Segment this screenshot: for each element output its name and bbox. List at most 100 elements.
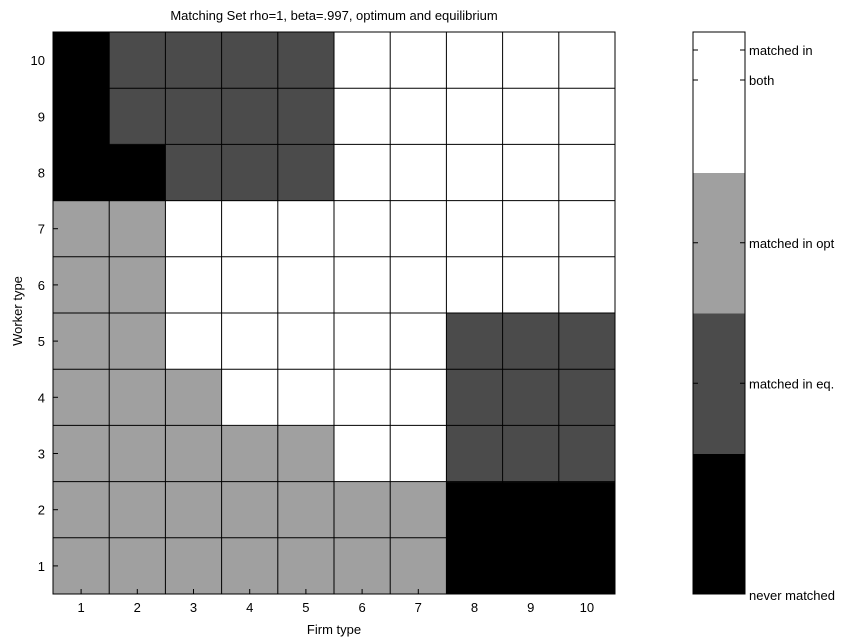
heatmap-cell: [165, 425, 223, 483]
heatmap-cell: [390, 313, 447, 370]
heatmap-cell: [53, 32, 110, 89]
heatmap-cell: [502, 32, 560, 89]
colorbar-swatch: [693, 313, 745, 454]
heatmap-cell: [390, 256, 447, 314]
heatmap-cell: [446, 144, 504, 202]
heatmap-cell: [221, 144, 279, 202]
y-tick-label: 6: [38, 278, 45, 293]
heatmap-cell: [109, 144, 166, 202]
heatmap-cell: [221, 537, 279, 595]
y-tick-label: 4: [38, 390, 45, 405]
heatmap-cell: [277, 32, 335, 89]
heatmap-cell: [558, 200, 616, 258]
x-tick-label: 1: [77, 600, 84, 615]
heatmap-cell: [390, 32, 447, 89]
heatmap-cell: [221, 425, 279, 483]
x-axis-ticks: 1 2 3 4 5 6 7 8 9 10: [77, 589, 594, 615]
heatmap-cell: [109, 537, 166, 595]
heatmap-cell: [390, 369, 447, 426]
heatmap-cell: [502, 481, 560, 539]
heatmap-cell: [502, 200, 560, 258]
heatmap-cell: [558, 144, 616, 202]
y-tick-label: 7: [38, 222, 45, 237]
heatmap-cell: [109, 256, 166, 314]
heatmap-cell: [165, 481, 223, 539]
heatmap-cell: [165, 369, 223, 426]
heatmap-cell: [446, 537, 504, 595]
heatmap-cell: [558, 88, 616, 145]
y-tick-label: 5: [38, 334, 45, 349]
heatmap-cell: [334, 537, 391, 595]
heatmap-cell: [165, 256, 223, 314]
heatmap-cell: [53, 200, 110, 258]
heatmap-cell: [334, 425, 391, 483]
heatmap-cell: [558, 369, 616, 426]
heatmap-cell: [446, 481, 504, 539]
heatmap-cell: [446, 200, 504, 258]
x-tick-label: 7: [415, 600, 422, 615]
colorbar-swatch: [693, 453, 745, 595]
heatmap-cell: [221, 313, 279, 370]
colorbar-label: matched in eq.: [749, 376, 834, 391]
heatmap-cell: [109, 425, 166, 483]
heatmap-cell: [446, 256, 504, 314]
heatmap-cell: [277, 313, 335, 370]
colorbar-swatch: [693, 32, 745, 173]
y-tick-label: 9: [38, 109, 45, 124]
x-tick-label: 5: [302, 600, 309, 615]
x-tick-label: 3: [190, 600, 197, 615]
heatmap-cell: [221, 256, 279, 314]
heatmap-cell: [221, 369, 279, 426]
heatmap-cell: [221, 88, 279, 145]
heatmap-cell: [390, 481, 447, 539]
heatmap-cell: [53, 537, 110, 595]
heatmap-cell: [109, 369, 166, 426]
y-tick-label: 10: [31, 53, 45, 68]
heatmap-cell: [502, 313, 560, 370]
y-tick-label: 3: [38, 447, 45, 462]
y-tick-label: 1: [38, 559, 45, 574]
x-tick-label: 2: [134, 600, 141, 615]
heatmap-cell: [53, 425, 110, 483]
x-tick-label: 8: [471, 600, 478, 615]
x-tick-label: 10: [580, 600, 594, 615]
heatmap-cell: [53, 313, 110, 370]
x-tick-label: 9: [527, 600, 534, 615]
heatmap-cell: [109, 481, 166, 539]
heatmap-cell: [446, 32, 504, 89]
heatmap-cell: [277, 537, 335, 595]
heatmap-cell: [277, 481, 335, 539]
heatmap-cell: [165, 313, 223, 370]
heatmap-cell: [109, 313, 166, 370]
heatmap-cell: [502, 256, 560, 314]
y-axis-label: Worker type: [10, 276, 25, 346]
heatmap-cell: [109, 88, 166, 145]
heatmap-cell: [558, 32, 616, 89]
heatmap-cell: [558, 256, 616, 314]
heatmap-cell: [558, 537, 616, 595]
heatmap-cell: [334, 481, 391, 539]
chart-title: Matching Set rho=1, beta=.997, optimum a…: [170, 8, 497, 23]
heatmap-cell: [502, 537, 560, 595]
heatmap-cell: [165, 32, 223, 89]
heatmap-cell: [53, 144, 110, 202]
heatmap-cell: [446, 313, 504, 370]
colorbar: matched in both matched in opt matched in e…: [692, 31, 835, 603]
heatmap-cell: [334, 256, 391, 314]
colorbar-swatch: [693, 172, 745, 314]
heatmap-cell: [558, 481, 616, 539]
heatmap-cell: [221, 481, 279, 539]
heatmap-cell: [558, 313, 616, 370]
heatmap-cell: [277, 200, 335, 258]
x-axis-label: Firm type: [307, 622, 361, 637]
heatmap-cell: [53, 88, 110, 145]
heatmap-cell: [109, 32, 166, 89]
x-tick-label: 6: [358, 600, 365, 615]
y-tick-label: 8: [38, 166, 45, 181]
heatmap-cell: [165, 144, 223, 202]
heatmap-cell: [334, 144, 391, 202]
y-axis-ticks: 1 2 3 4 5 6 7 8 9 10: [31, 53, 58, 574]
colorbar-label-both: matched in: [749, 43, 813, 58]
heatmap-cell: [390, 200, 447, 258]
